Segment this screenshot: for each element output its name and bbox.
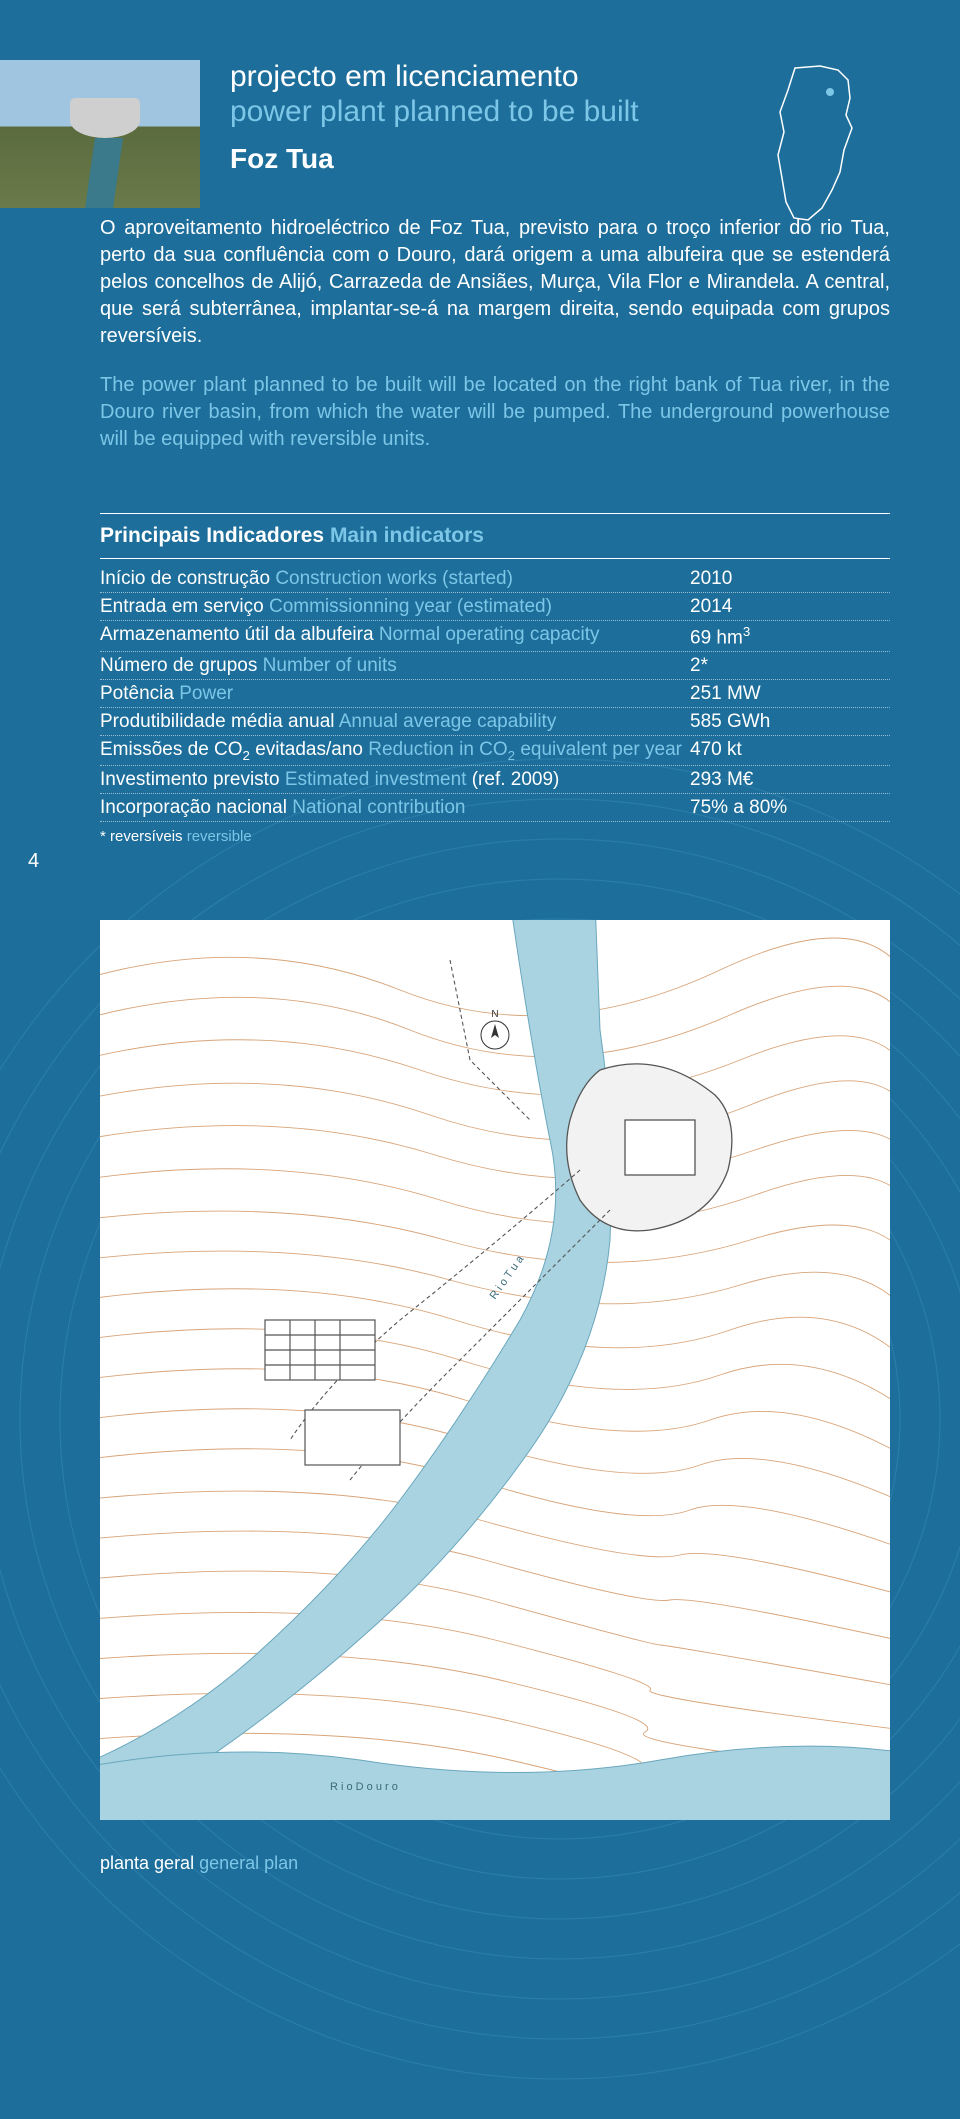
indicator-value: 2014 <box>690 596 890 618</box>
indicator-row: Armazenamento útil da albufeira Normal o… <box>100 621 890 652</box>
general-plan-map: N R i o T u a R i o D o u r o <box>100 920 890 1820</box>
indicator-value: 69 hm3 <box>690 624 890 649</box>
portugal-map-icon <box>760 60 870 230</box>
indicator-label: Início de construção Construction works … <box>100 568 690 590</box>
indicator-label: Investimento previsto Estimated investme… <box>100 769 690 791</box>
indicator-value: 251 MW <box>690 683 890 705</box>
indicator-label: Produtibilidade média anual Annual avera… <box>100 711 690 733</box>
description-pt: O aproveitamento hidroeléctrico de Foz T… <box>100 215 890 350</box>
indicator-row: Investimento previsto Estimated investme… <box>100 766 890 794</box>
indicators-title-pt: Principais Indicadores <box>100 524 324 547</box>
thumbnail-photo <box>0 60 200 208</box>
indicator-row: Número de grupos Number of units2* <box>100 652 890 680</box>
indicator-value: 470 kt <box>690 739 890 763</box>
footnote-en: reversible <box>187 828 252 845</box>
indicators-table: Início de construção Construction works … <box>100 565 890 822</box>
indicator-value: 2010 <box>690 568 890 590</box>
indicator-row: Potência Power251 MW <box>100 680 890 708</box>
indicator-label: Entrada em serviço Commissionning year (… <box>100 596 690 618</box>
plan-caption-en: general plan <box>199 1853 298 1873</box>
indicators-footnote: * reversíveis reversible <box>100 828 890 845</box>
indicator-label: Emissões de CO2 evitadas/ano Reduction i… <box>100 739 690 763</box>
indicators-title: Principais Indicadores Main indicators <box>100 513 890 559</box>
page-number: 4 <box>28 850 39 873</box>
svg-text:N: N <box>491 1009 498 1020</box>
indicator-value: 585 GWh <box>690 711 890 733</box>
footnote-pt: * reversíveis <box>100 828 183 845</box>
indicators-title-en: Main indicators <box>330 524 484 547</box>
svg-text:R i o T u a: R i o T u a <box>488 1253 527 1302</box>
indicator-label: Incorporação nacional National contribut… <box>100 797 690 819</box>
indicator-value: 2* <box>690 655 890 677</box>
plan-caption-pt: planta geral <box>100 1853 194 1873</box>
indicator-row: Emissões de CO2 evitadas/ano Reduction i… <box>100 736 890 766</box>
description-en: The power plant planned to be built will… <box>100 372 890 453</box>
indicator-row: Entrada em serviço Commissionning year (… <box>100 593 890 621</box>
indicator-row: Início de construção Construction works … <box>100 565 890 593</box>
indicator-row: Incorporação nacional National contribut… <box>100 794 890 822</box>
indicator-label: Número de grupos Number of units <box>100 655 690 677</box>
indicator-label: Potência Power <box>100 683 690 705</box>
indicator-label: Armazenamento útil da albufeira Normal o… <box>100 624 690 649</box>
indicators-section: Principais Indicadores Main indicators I… <box>100 513 890 845</box>
plan-caption: planta geral general plan <box>100 1853 298 1874</box>
svg-text:R i o D o u r o: R i o D o u r o <box>330 1781 398 1793</box>
indicator-value: 75% a 80% <box>690 797 890 819</box>
indicator-value: 293 M€ <box>690 769 890 791</box>
indicator-row: Produtibilidade média anual Annual avera… <box>100 708 890 736</box>
